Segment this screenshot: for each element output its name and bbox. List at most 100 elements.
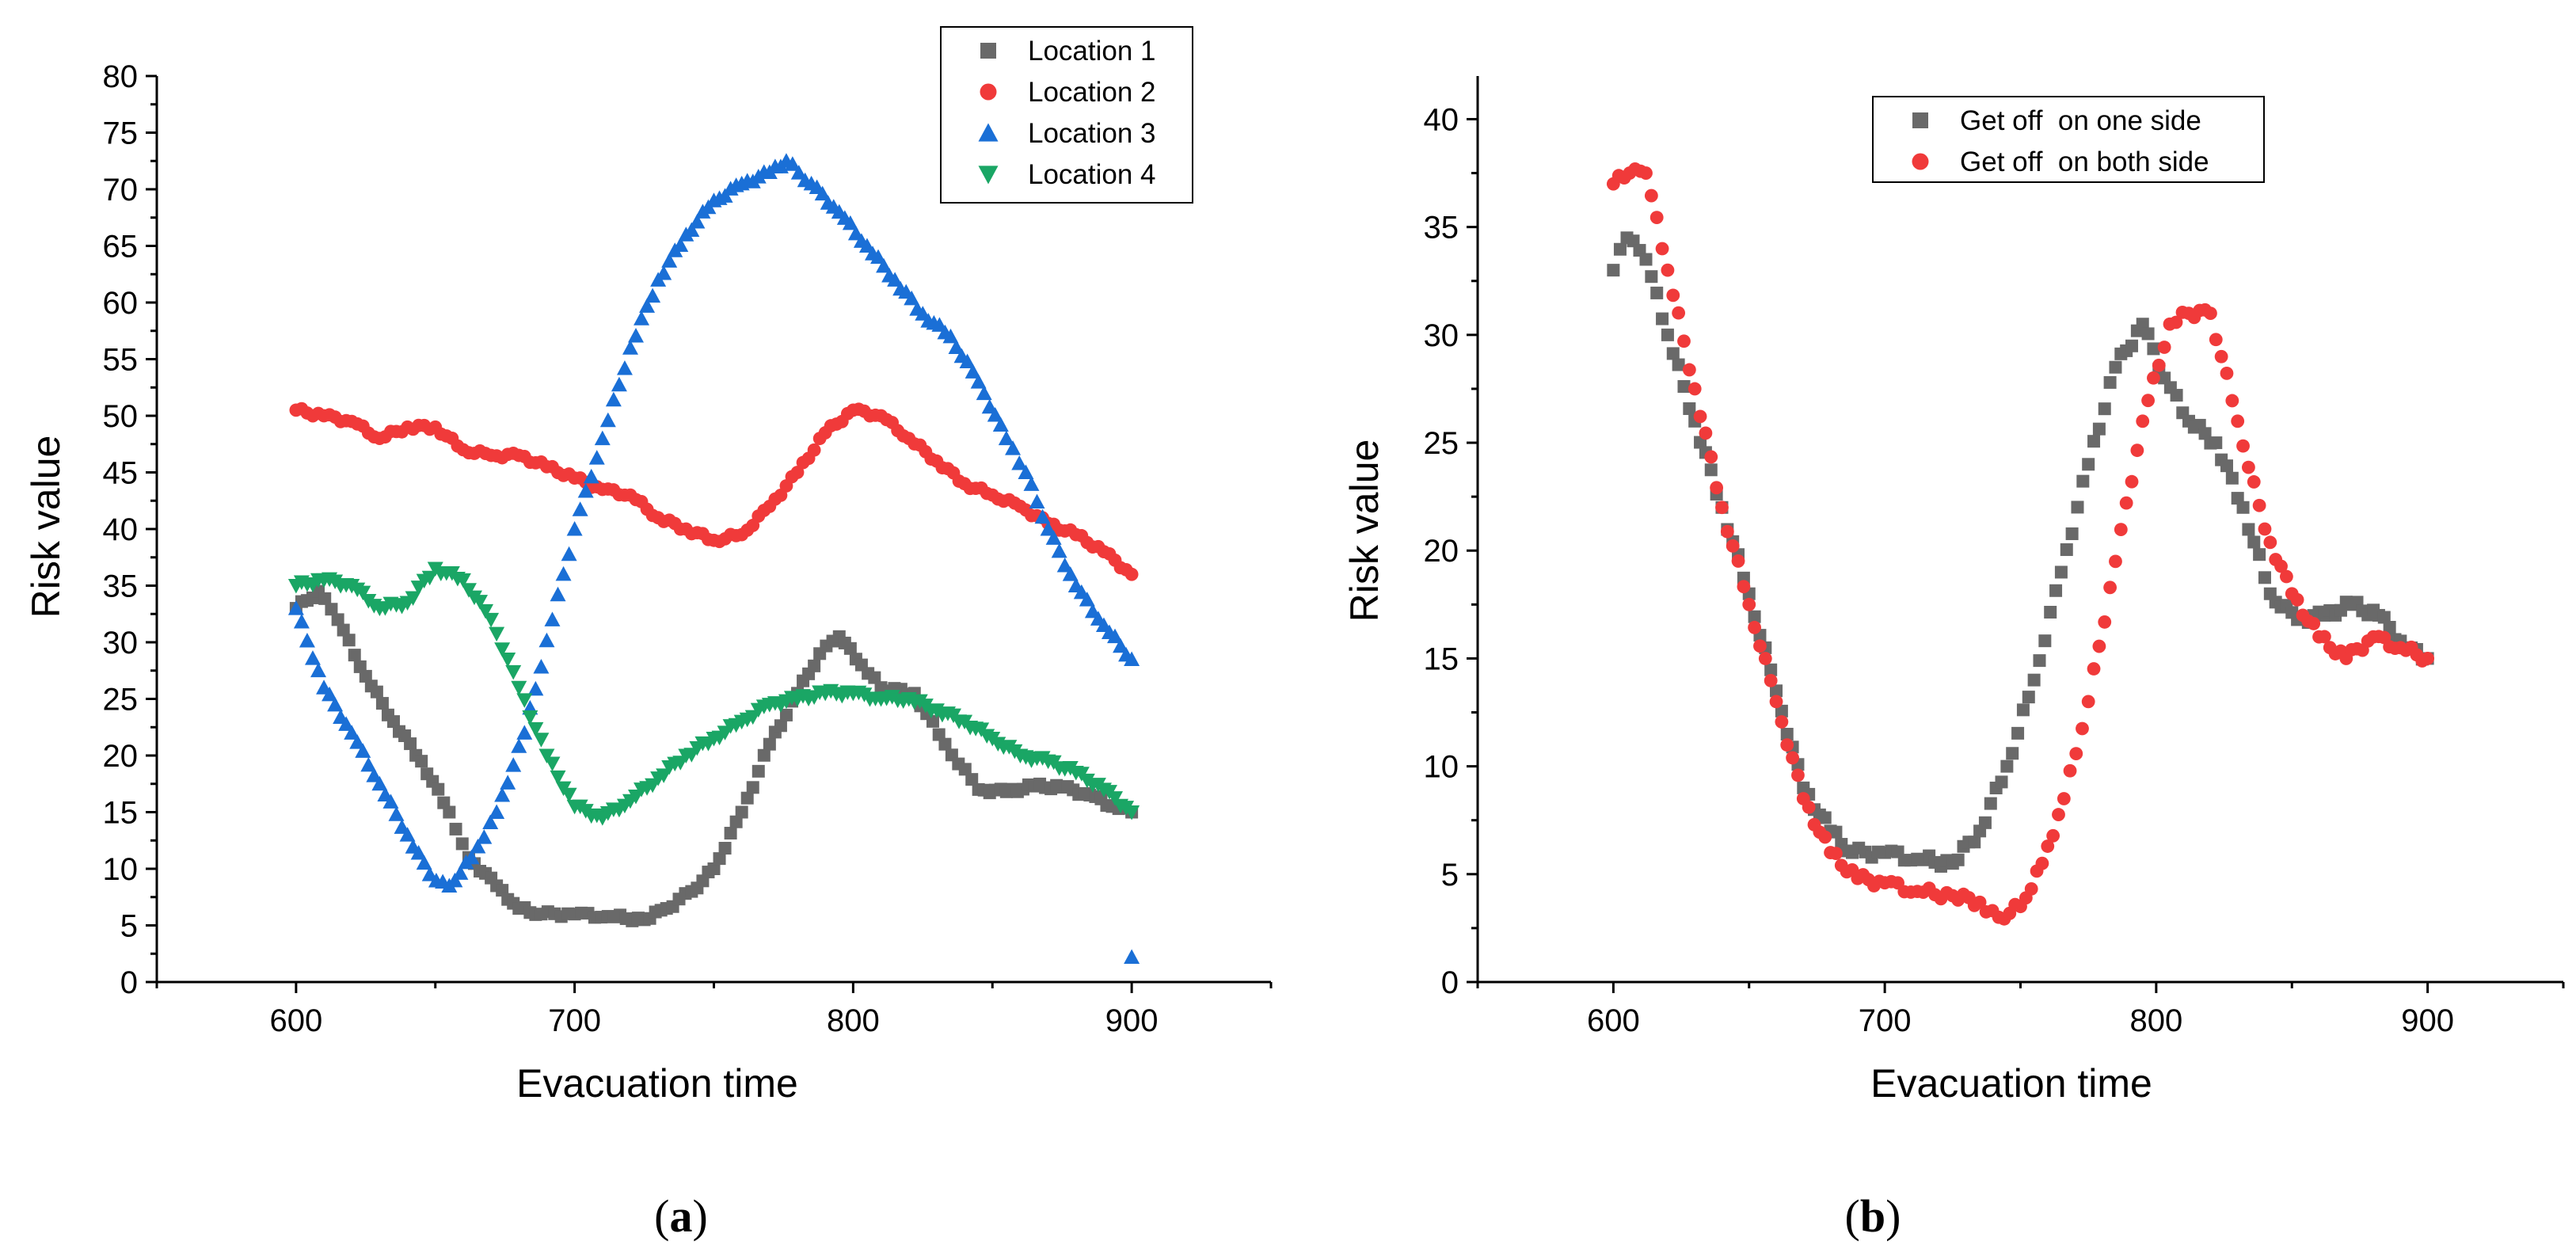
chart-b-data-point (2141, 327, 2155, 341)
legend-a-item-4: Location 4 (1028, 159, 1156, 190)
chart-b-x-tick-label: 900 (2401, 1003, 2454, 1038)
chart-b-data-point (2220, 459, 2233, 473)
chart-a-data-point (718, 842, 732, 855)
chart-b-data-point (2065, 527, 2079, 540)
chart-a-data-point (318, 592, 332, 605)
chart-a-data-point (348, 649, 361, 662)
chart-a-data-point (661, 253, 678, 268)
chart-a-data-point (544, 611, 561, 626)
chart-a-data-point (561, 546, 577, 561)
chart-b-data-point (1655, 242, 1669, 256)
chart-b-x-tick-label: 600 (1587, 1003, 1640, 1038)
chart-b-data-point (1775, 704, 1788, 718)
chart-b-data-point (1731, 554, 1745, 568)
chart-b-data-point (1677, 379, 1691, 393)
chart-a-data-point (353, 660, 367, 673)
chart-a-data-point (572, 501, 588, 516)
chart-a-data-point (746, 781, 759, 794)
chart-b-data-point (1704, 463, 1718, 477)
chart-a-data-point (337, 623, 350, 637)
chart-a-data-point (1018, 464, 1034, 479)
chart-b-data-point (2125, 339, 2139, 352)
chart-b-data-point (2158, 371, 2171, 385)
chart-a-data-point (455, 837, 469, 851)
chart-a-series-3 (287, 153, 1140, 965)
chart-b-data-point (1613, 242, 1627, 256)
chart-a-data-point (1034, 508, 1051, 524)
chart-a-x-tick-label: 900 (1105, 1003, 1159, 1038)
chart-b-legend-markers (1912, 112, 1929, 170)
chart-a-data-point (463, 849, 480, 865)
chart-a-data-point (887, 272, 904, 287)
chart-b-data-point (2247, 535, 2261, 549)
chart-a-data-point (338, 716, 355, 731)
chart-a-data-point (1107, 628, 1124, 644)
chart-a-data-point (1113, 638, 1129, 653)
chart-a-data-point (724, 827, 737, 840)
chart-b-data-point (1666, 347, 1680, 360)
chart-a-data-point (645, 287, 661, 303)
chart-b-y-tick-label: 10 (1424, 750, 1459, 785)
chart-a-data-point (868, 671, 881, 684)
chart-a-series-4 (287, 561, 1140, 826)
chart-a-data-point (992, 417, 1009, 432)
chart-a-data-point (478, 603, 494, 619)
chart-a-data-point (489, 626, 505, 642)
chart-a-y-axis-title: Risk value (24, 436, 68, 619)
chart-a-data-point (970, 374, 987, 389)
chart-b-data-point (2087, 662, 2101, 676)
chart-a-data-point (325, 603, 338, 616)
chart-b-data-point (2103, 581, 2117, 595)
chart-a-data-point (287, 600, 304, 615)
chart-a-data-point (751, 764, 765, 778)
chart-b-data-point (1672, 306, 1686, 320)
chart-a-data-point (1124, 949, 1140, 965)
legend-a-item-2: Location 2 (1028, 77, 1156, 108)
chart-a-y-tick-label: 10 (103, 852, 139, 887)
chart-a-data-point (976, 385, 992, 401)
legend-a-item-3: Location 3 (1028, 118, 1156, 149)
chart-a-data-point (1124, 805, 1140, 820)
chart-b-data-point (1726, 539, 1740, 553)
chart-b-data-point (2016, 703, 2030, 717)
chart-b-data-point (2092, 639, 2106, 653)
chart-b-data-point (2109, 554, 2122, 569)
chart-a-x-tick-label: 700 (548, 1003, 601, 1038)
chart-b-data-point (2046, 828, 2060, 843)
chart-a-data-point (304, 650, 321, 665)
chart-a-data-point (998, 430, 1014, 446)
chart-b-data-point (2130, 443, 2144, 458)
chart-b-data-point (2214, 349, 2228, 364)
chart-a-data-point (415, 755, 428, 768)
chart-a-data-point (505, 664, 522, 680)
chart-a-data-point (527, 721, 544, 737)
chart-a-data-point (876, 257, 892, 273)
chart-a-data-point (359, 669, 372, 683)
chart-a-series-2 (289, 402, 1139, 581)
chart-b-data-point (2258, 571, 2271, 584)
chart-b-data-point (1710, 481, 1724, 495)
chart-b-data-point (1649, 211, 1664, 224)
chart-b-data-point (1704, 450, 1718, 464)
chart-b-data-point (2253, 548, 2266, 561)
chart-b-data-point (1693, 409, 1707, 424)
chart-a-data-point (355, 585, 371, 601)
chart-b-x-axis-title: Evacuation time (1870, 1061, 2152, 1106)
chart-a-data-point (482, 814, 499, 829)
chart-a-data-point (740, 791, 754, 805)
chart-a-y-tick-label: 65 (103, 230, 139, 265)
chart-b-data-point (2098, 402, 2111, 416)
chart-a-data-point (729, 815, 743, 828)
legend-a-marker-2 (980, 83, 997, 101)
chart-a-data-point (533, 659, 550, 674)
chart-a-data-point (538, 632, 555, 648)
chart-b-data-point (2000, 759, 2014, 773)
chart-a-data-point (500, 653, 516, 668)
chart-a-x-tick-label: 800 (827, 1003, 880, 1038)
chart-b-data-point (2317, 630, 2331, 644)
chart-b-data-point (2109, 360, 2122, 374)
chart-b-data-point (2125, 474, 2139, 489)
chart-a-data-point (784, 156, 801, 171)
chart-b-data-point (2103, 375, 2117, 389)
